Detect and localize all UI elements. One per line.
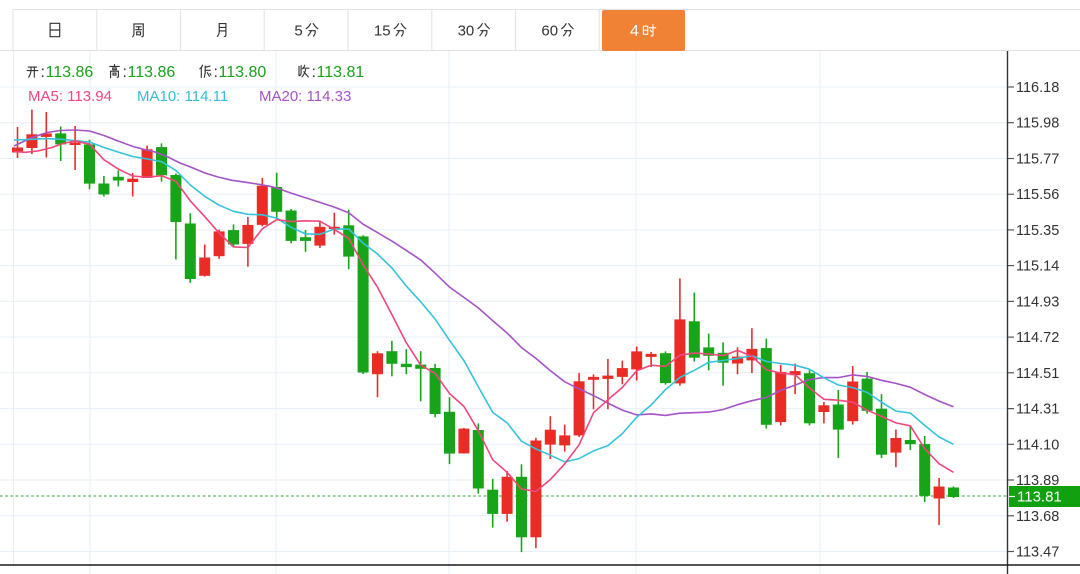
- svg-text:15: 15: [374, 23, 391, 40]
- svg-text:113.89: 113.89: [1016, 473, 1059, 489]
- svg-text:115.98: 115.98: [1016, 116, 1059, 132]
- svg-text:114.93: 114.93: [1016, 294, 1059, 310]
- svg-text:113.68: 113.68: [1016, 509, 1059, 525]
- svg-text:MA5: 113.94: MA5: 113.94: [28, 88, 112, 105]
- svg-text:116.18: 116.18: [1016, 80, 1059, 96]
- svg-text:114.72: 114.72: [1016, 330, 1059, 346]
- svg-text::: :: [312, 64, 316, 81]
- svg-text:5: 5: [294, 23, 302, 40]
- svg-text:115.56: 115.56: [1016, 187, 1059, 203]
- svg-text:60: 60: [541, 23, 558, 40]
- svg-text:4: 4: [630, 23, 639, 40]
- svg-text:MA10: 114.11: MA10: 114.11: [137, 88, 228, 105]
- svg-text::: :: [214, 64, 218, 81]
- svg-text:MA20: 114.33: MA20: 114.33: [259, 88, 351, 105]
- svg-text:113.47: 113.47: [1016, 545, 1059, 561]
- svg-text:113.81: 113.81: [1017, 489, 1062, 506]
- svg-text::: :: [41, 64, 45, 81]
- svg-text:115.77: 115.77: [1016, 152, 1059, 168]
- svg-text:113.86: 113.86: [128, 64, 176, 81]
- svg-text:115.35: 115.35: [1016, 223, 1059, 239]
- svg-text:114.10: 114.10: [1016, 437, 1059, 453]
- svg-text:114.51: 114.51: [1016, 366, 1059, 382]
- svg-text:115.14: 115.14: [1016, 259, 1059, 275]
- svg-text:114.31: 114.31: [1016, 402, 1059, 418]
- svg-text::: :: [123, 64, 127, 81]
- svg-text:30: 30: [458, 23, 475, 40]
- svg-text:113.81: 113.81: [317, 64, 365, 81]
- svg-text:113.80: 113.80: [219, 64, 267, 81]
- svg-text:113.86: 113.86: [46, 64, 94, 81]
